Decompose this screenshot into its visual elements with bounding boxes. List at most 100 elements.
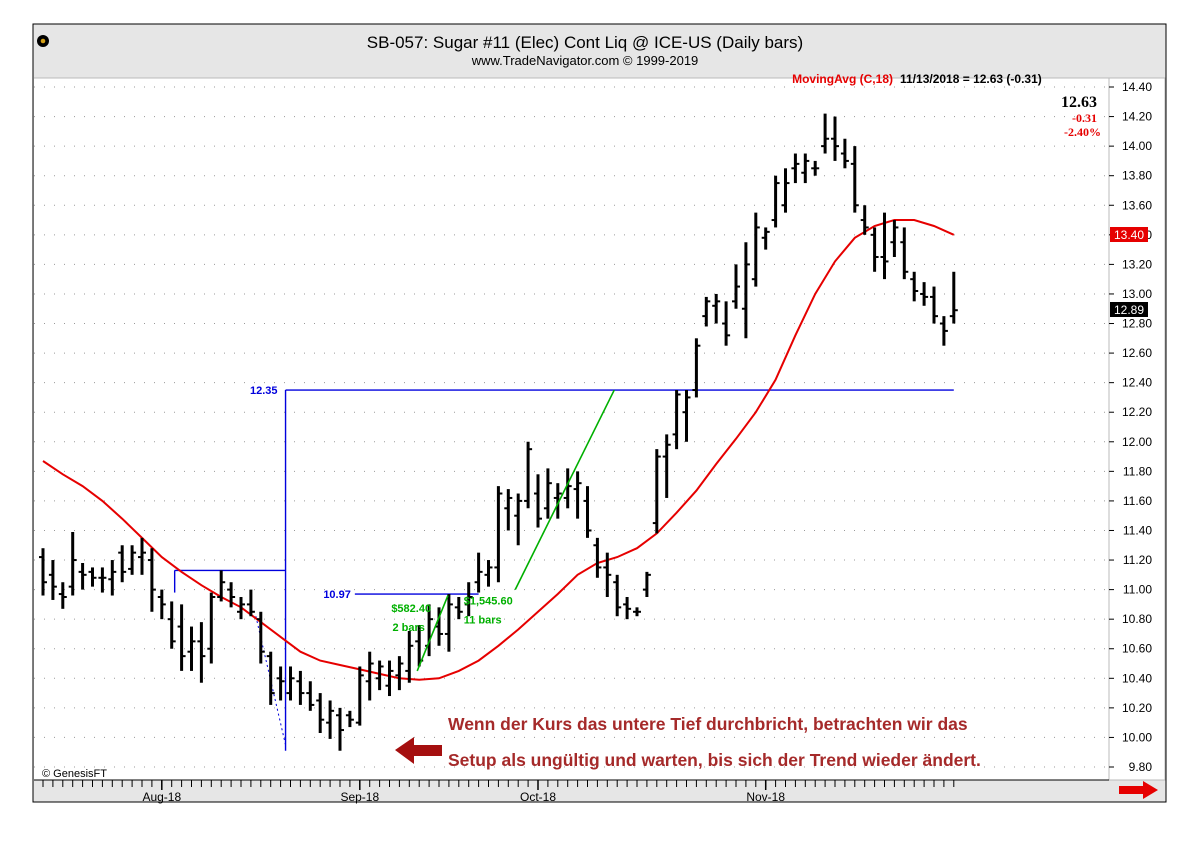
ohlc-bar bbox=[682, 390, 691, 442]
y-tick-label: 11.00 bbox=[1123, 583, 1152, 597]
ohlc-bar bbox=[900, 227, 909, 280]
y-tick-label: 10.00 bbox=[1122, 730, 1152, 744]
y-tick-label: 12.00 bbox=[1122, 435, 1152, 449]
y-tick-label: 12.60 bbox=[1122, 346, 1152, 360]
ohlc-bar bbox=[444, 594, 453, 652]
ohlc-bar bbox=[336, 707, 344, 751]
ohlc-bar bbox=[217, 570, 226, 602]
ohlc-bar bbox=[108, 560, 117, 596]
ohlc-bar bbox=[78, 563, 87, 590]
ohlc-bar bbox=[276, 666, 285, 701]
copyright-text: © GenesisFT bbox=[42, 768, 107, 780]
ohlc-bar bbox=[157, 589, 166, 620]
ohlc-bar bbox=[286, 666, 295, 701]
y-tick-label: 14.40 bbox=[1122, 80, 1152, 94]
y-tick-label: 11.60 bbox=[1123, 494, 1152, 508]
ohlc-bar bbox=[543, 468, 552, 519]
ohlc-bar bbox=[821, 113, 830, 154]
y-tick-label: 10.20 bbox=[1122, 701, 1152, 715]
chart-title: SB-057: Sugar #11 (Elec) Cont Liq @ ICE-… bbox=[367, 33, 803, 52]
right-arrow-icon[interactable] bbox=[1119, 781, 1158, 799]
y-tick-label: 11.20 bbox=[1123, 553, 1152, 567]
ohlc-bars bbox=[39, 113, 958, 751]
ohlc-bar bbox=[573, 471, 582, 519]
gear-icon[interactable] bbox=[37, 35, 49, 47]
ohlc-bar bbox=[702, 296, 711, 327]
y-tick-label: 11.80 bbox=[1123, 464, 1152, 478]
y-tick-label: 12.40 bbox=[1122, 376, 1152, 390]
ohlc-bar bbox=[514, 493, 523, 546]
ohlc-bar bbox=[712, 293, 721, 324]
x-axis: Aug-18 Sep-18 Oct-18 Nov-18 bbox=[34, 779, 1109, 804]
ohlc-bar bbox=[405, 631, 414, 683]
y-tick-label: 13.20 bbox=[1122, 257, 1152, 271]
ohlc-bar bbox=[246, 589, 255, 617]
ohlc-bar bbox=[781, 168, 790, 213]
ohlc-bar bbox=[613, 574, 622, 617]
ohlc-bar bbox=[623, 597, 632, 620]
ohlc-bar bbox=[880, 212, 889, 280]
ohlc-bar bbox=[831, 116, 839, 161]
y-tick-label: 10.60 bbox=[1122, 642, 1152, 656]
ohlc-bar bbox=[494, 486, 503, 583]
ohlc-bar bbox=[672, 390, 681, 450]
ohlc-bar bbox=[692, 338, 701, 398]
ohlc-bar bbox=[939, 316, 948, 346]
ohlc-bar bbox=[68, 531, 77, 596]
ma-price-tag-box bbox=[1110, 227, 1148, 242]
y-tick-label: 14.20 bbox=[1122, 110, 1152, 124]
ohlc-bar bbox=[751, 212, 760, 287]
ohlc-bar bbox=[464, 582, 473, 617]
ohlc-bar bbox=[930, 286, 938, 324]
close-price-tag-box bbox=[1110, 302, 1148, 317]
y-tick-label: 14.00 bbox=[1122, 139, 1152, 153]
ohlc-bar bbox=[138, 537, 146, 575]
ohlc-bar bbox=[811, 160, 820, 176]
left-arrow-icon bbox=[395, 737, 442, 764]
ohlc-bar bbox=[920, 282, 929, 306]
moving-average-line bbox=[42, 219, 955, 681]
moving-average-series bbox=[42, 219, 955, 681]
ohlc-bar bbox=[207, 592, 216, 664]
y-tick-label: 12.20 bbox=[1122, 405, 1152, 419]
ma-label: MovingAvg (C,18) bbox=[792, 72, 893, 86]
y-tick-label: 12.80 bbox=[1122, 317, 1152, 331]
plot-area bbox=[34, 78, 1109, 780]
ohlc-bar bbox=[603, 552, 612, 597]
quote-change: -0.31 bbox=[1072, 111, 1097, 125]
ohlc-bar bbox=[48, 560, 57, 600]
ohlc-bar bbox=[98, 567, 107, 593]
ohlc-bar bbox=[474, 552, 483, 593]
ma-price-tag: 13.40 bbox=[1114, 228, 1144, 242]
ohlc-bar bbox=[890, 220, 899, 257]
trade-2-pnl: $1,545.60 bbox=[464, 595, 513, 607]
y-tick-label: 10.80 bbox=[1122, 612, 1152, 626]
ohlc-bar bbox=[58, 582, 67, 609]
ohlc-bar bbox=[316, 693, 325, 733]
ohlc-bar bbox=[484, 560, 493, 587]
ohlc-bar bbox=[227, 582, 236, 608]
y-tick-label: 11.40 bbox=[1123, 523, 1152, 537]
ohlc-bar bbox=[801, 153, 810, 184]
ohlc-bar bbox=[563, 468, 572, 509]
annotation-line-2: Setup als ungültig und warten, bis sich … bbox=[448, 750, 981, 770]
y-tick-label: 13.00 bbox=[1122, 287, 1152, 301]
ohlc-bar bbox=[88, 567, 97, 587]
x-tick-label: Aug-18 bbox=[142, 790, 181, 804]
trade-1-pnl: $582.40 bbox=[391, 603, 431, 615]
chart-subtitle: www.TradeNavigator.com © 1999-2019 bbox=[471, 53, 699, 68]
ohlc-bar bbox=[633, 607, 641, 617]
ohlc-bar bbox=[504, 489, 513, 531]
ohlc-bar bbox=[652, 449, 661, 534]
trade-2-bars: 11 bars bbox=[464, 615, 502, 627]
ohlc-bar bbox=[553, 483, 562, 519]
ohlc-bar bbox=[128, 545, 137, 575]
ohlc-bar bbox=[771, 175, 780, 228]
ohlc-bar bbox=[256, 611, 265, 664]
y-tick-label: 13.60 bbox=[1122, 198, 1152, 212]
ohlc-bar bbox=[197, 622, 206, 683]
trend-line-2 bbox=[514, 389, 615, 590]
ohlc-bar bbox=[593, 537, 602, 578]
